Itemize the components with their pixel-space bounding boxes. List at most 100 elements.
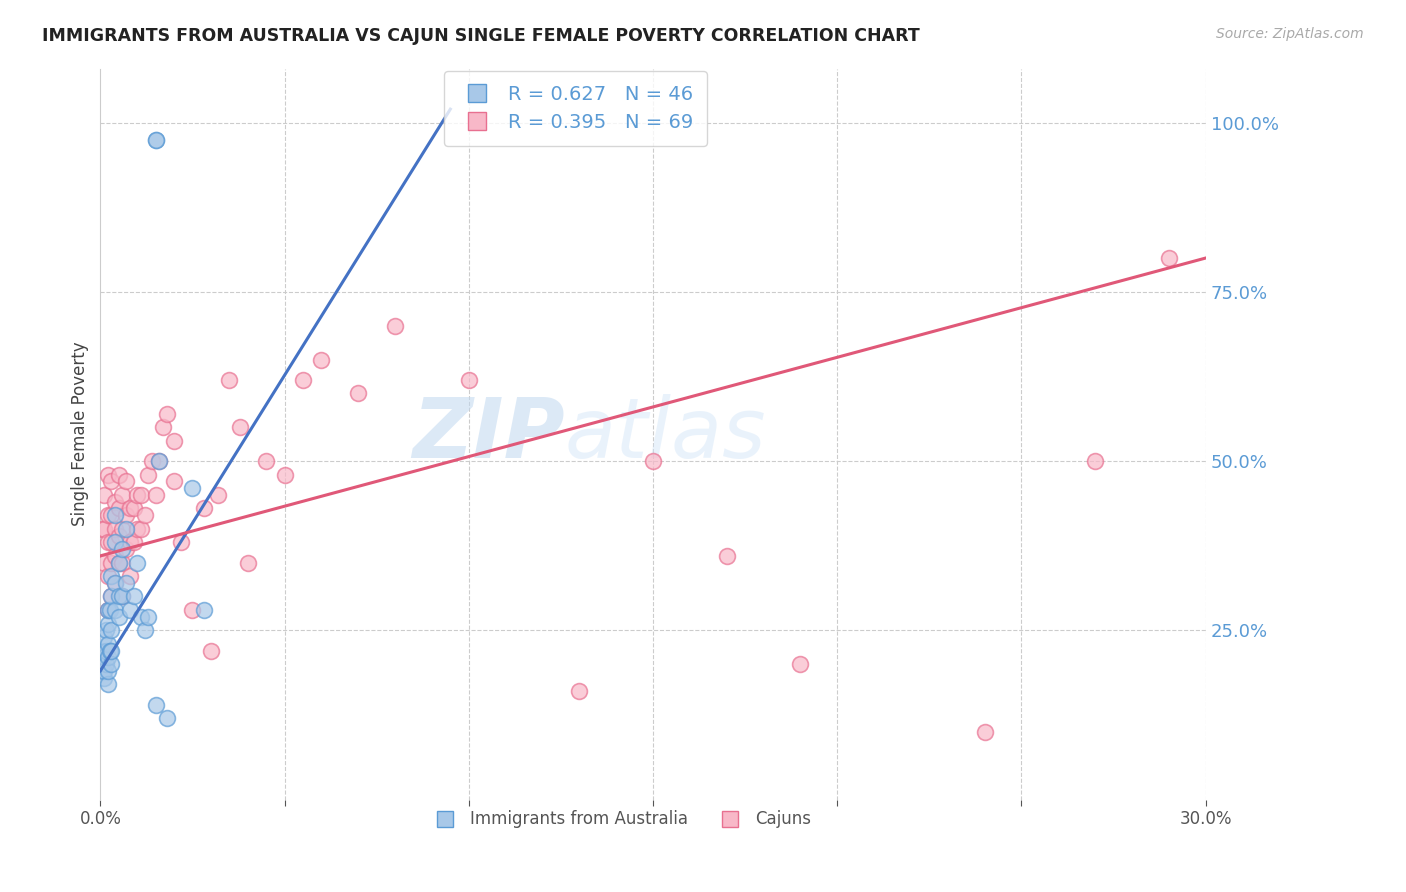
Point xyxy=(273,467,295,482)
Point xyxy=(98,603,121,617)
Point xyxy=(115,542,138,557)
Point xyxy=(107,556,129,570)
Point xyxy=(97,664,120,678)
Text: ZIP: ZIP xyxy=(412,393,565,475)
Point xyxy=(254,454,277,468)
Point xyxy=(118,603,141,617)
Point xyxy=(311,352,333,367)
Point xyxy=(94,624,117,638)
Point xyxy=(129,488,152,502)
Point xyxy=(93,650,115,665)
Point xyxy=(145,488,167,502)
Point xyxy=(115,475,138,489)
Point xyxy=(104,522,127,536)
Point xyxy=(100,508,122,523)
Point xyxy=(107,556,129,570)
Point xyxy=(100,590,122,604)
Point xyxy=(97,535,120,549)
Point xyxy=(97,650,120,665)
Point xyxy=(107,528,129,542)
Text: IMMIGRANTS FROM AUSTRALIA VS CAJUN SINGLE FEMALE POVERTY CORRELATION CHART: IMMIGRANTS FROM AUSTRALIA VS CAJUN SINGL… xyxy=(42,27,920,45)
Point xyxy=(148,454,170,468)
Point xyxy=(1157,251,1180,265)
Point xyxy=(134,508,156,523)
Text: atlas: atlas xyxy=(565,393,766,475)
Point xyxy=(134,624,156,638)
Point xyxy=(98,643,121,657)
Point xyxy=(973,724,995,739)
Point xyxy=(97,677,120,691)
Point xyxy=(97,569,120,583)
Point xyxy=(152,420,174,434)
Point xyxy=(97,508,120,523)
Point xyxy=(156,711,179,725)
Legend: Immigrants from Australia, Cajuns: Immigrants from Australia, Cajuns xyxy=(422,804,818,835)
Point xyxy=(104,603,127,617)
Point xyxy=(111,542,134,557)
Point xyxy=(104,576,127,591)
Point xyxy=(111,488,134,502)
Point xyxy=(94,643,117,657)
Point xyxy=(181,603,204,617)
Point xyxy=(115,522,138,536)
Point xyxy=(111,522,134,536)
Y-axis label: Single Female Poverty: Single Female Poverty xyxy=(72,342,89,526)
Point xyxy=(181,481,204,495)
Point xyxy=(384,318,406,333)
Point xyxy=(97,603,120,617)
Point xyxy=(97,637,120,651)
Point xyxy=(170,535,193,549)
Point xyxy=(100,556,122,570)
Point xyxy=(163,475,186,489)
Point xyxy=(93,488,115,502)
Point xyxy=(97,603,120,617)
Point xyxy=(118,501,141,516)
Point xyxy=(104,549,127,563)
Point xyxy=(136,609,159,624)
Point xyxy=(291,373,314,387)
Point xyxy=(93,522,115,536)
Point xyxy=(716,549,738,563)
Point xyxy=(218,373,240,387)
Point xyxy=(229,420,252,434)
Point xyxy=(129,522,152,536)
Point xyxy=(145,698,167,712)
Point xyxy=(107,467,129,482)
Point xyxy=(236,556,259,570)
Point xyxy=(118,535,141,549)
Point xyxy=(193,603,215,617)
Point xyxy=(100,475,122,489)
Point xyxy=(107,501,129,516)
Point xyxy=(568,684,591,698)
Point xyxy=(104,508,127,523)
Point xyxy=(127,556,149,570)
Point xyxy=(93,664,115,678)
Point xyxy=(93,556,115,570)
Point xyxy=(111,556,134,570)
Text: Source: ZipAtlas.com: Source: ZipAtlas.com xyxy=(1216,27,1364,41)
Point xyxy=(127,522,149,536)
Point xyxy=(457,373,479,387)
Point xyxy=(100,643,122,657)
Point xyxy=(200,643,222,657)
Point xyxy=(156,407,179,421)
Point xyxy=(193,501,215,516)
Point xyxy=(91,522,114,536)
Point xyxy=(93,671,115,685)
Point xyxy=(145,132,167,146)
Point xyxy=(115,576,138,591)
Point xyxy=(104,535,127,549)
Point xyxy=(111,590,134,604)
Point xyxy=(207,488,229,502)
Point xyxy=(148,454,170,468)
Point xyxy=(94,657,117,672)
Point xyxy=(127,488,149,502)
Point xyxy=(347,386,370,401)
Point xyxy=(118,569,141,583)
Point xyxy=(111,590,134,604)
Point xyxy=(115,508,138,523)
Point xyxy=(104,576,127,591)
Point xyxy=(141,454,163,468)
Point xyxy=(107,609,129,624)
Point xyxy=(100,569,122,583)
